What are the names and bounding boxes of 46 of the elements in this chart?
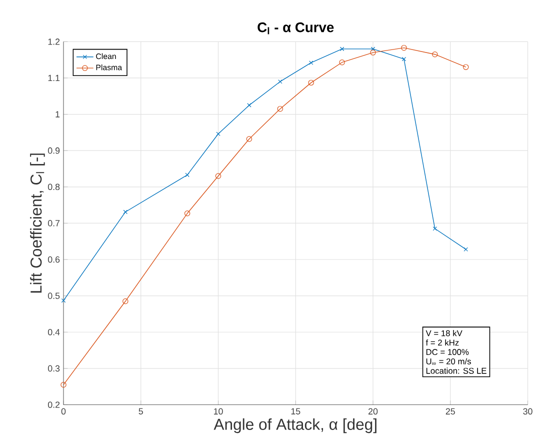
y-tick-label: 0.6 (48, 256, 60, 262)
point (123, 210, 128, 214)
y-tick-label: 0.4 (48, 328, 60, 336)
point (122, 298, 128, 304)
chart-title: C$_{l}$ - α Curve (258, 22, 334, 34)
annotation: DC = 100% (426, 348, 469, 355)
point (246, 136, 252, 142)
y-tick-label: 0.7 (48, 220, 60, 226)
x-tick-label: 20 (368, 408, 378, 414)
x-tick-label: 10 (214, 408, 223, 414)
point (278, 79, 282, 84)
point (184, 210, 190, 216)
point (370, 49, 376, 56)
point (308, 60, 314, 65)
point (247, 102, 252, 108)
point (402, 56, 406, 61)
y-tick-label: 0.9 (48, 147, 60, 154)
point (401, 44, 407, 50)
annotation: V = 18 kV (426, 330, 462, 336)
y-tick-label: 0.5 (48, 292, 60, 299)
x-tick-label: 5 (138, 408, 143, 414)
y-tick-label: 0.3 (48, 365, 60, 372)
point (432, 226, 438, 231)
point (185, 172, 190, 177)
point (216, 132, 220, 136)
x-tick-label: 15 (291, 408, 300, 414)
x-axis-title: Angle of Attack, α [deg] (214, 418, 376, 433)
y-tick-label: 0.8 (48, 184, 60, 190)
point (308, 80, 314, 86)
annotation: U$_{∞}$ = 20 m/s (426, 358, 471, 365)
x-tick-label: 0 (61, 408, 66, 414)
y-axis-title: Lift Coefficient, C$_{l}$ [-] (30, 153, 45, 292)
annotation: f = 2 kHz (426, 339, 459, 346)
point (370, 46, 376, 51)
y-tick-label: 1.1 (48, 74, 60, 81)
x-tick-label: 30 (523, 408, 532, 414)
annotation: Location: SS LE (426, 367, 486, 374)
point (339, 59, 345, 66)
point (277, 106, 284, 112)
y-tick-label: 0.2 (48, 401, 60, 408)
point (340, 46, 344, 51)
y-tick-label: 1.2 (48, 38, 60, 45)
y-tick-label: 1 (56, 111, 60, 118)
point (215, 172, 222, 179)
x-tick-label: 25 (446, 408, 455, 414)
point (432, 51, 438, 58)
